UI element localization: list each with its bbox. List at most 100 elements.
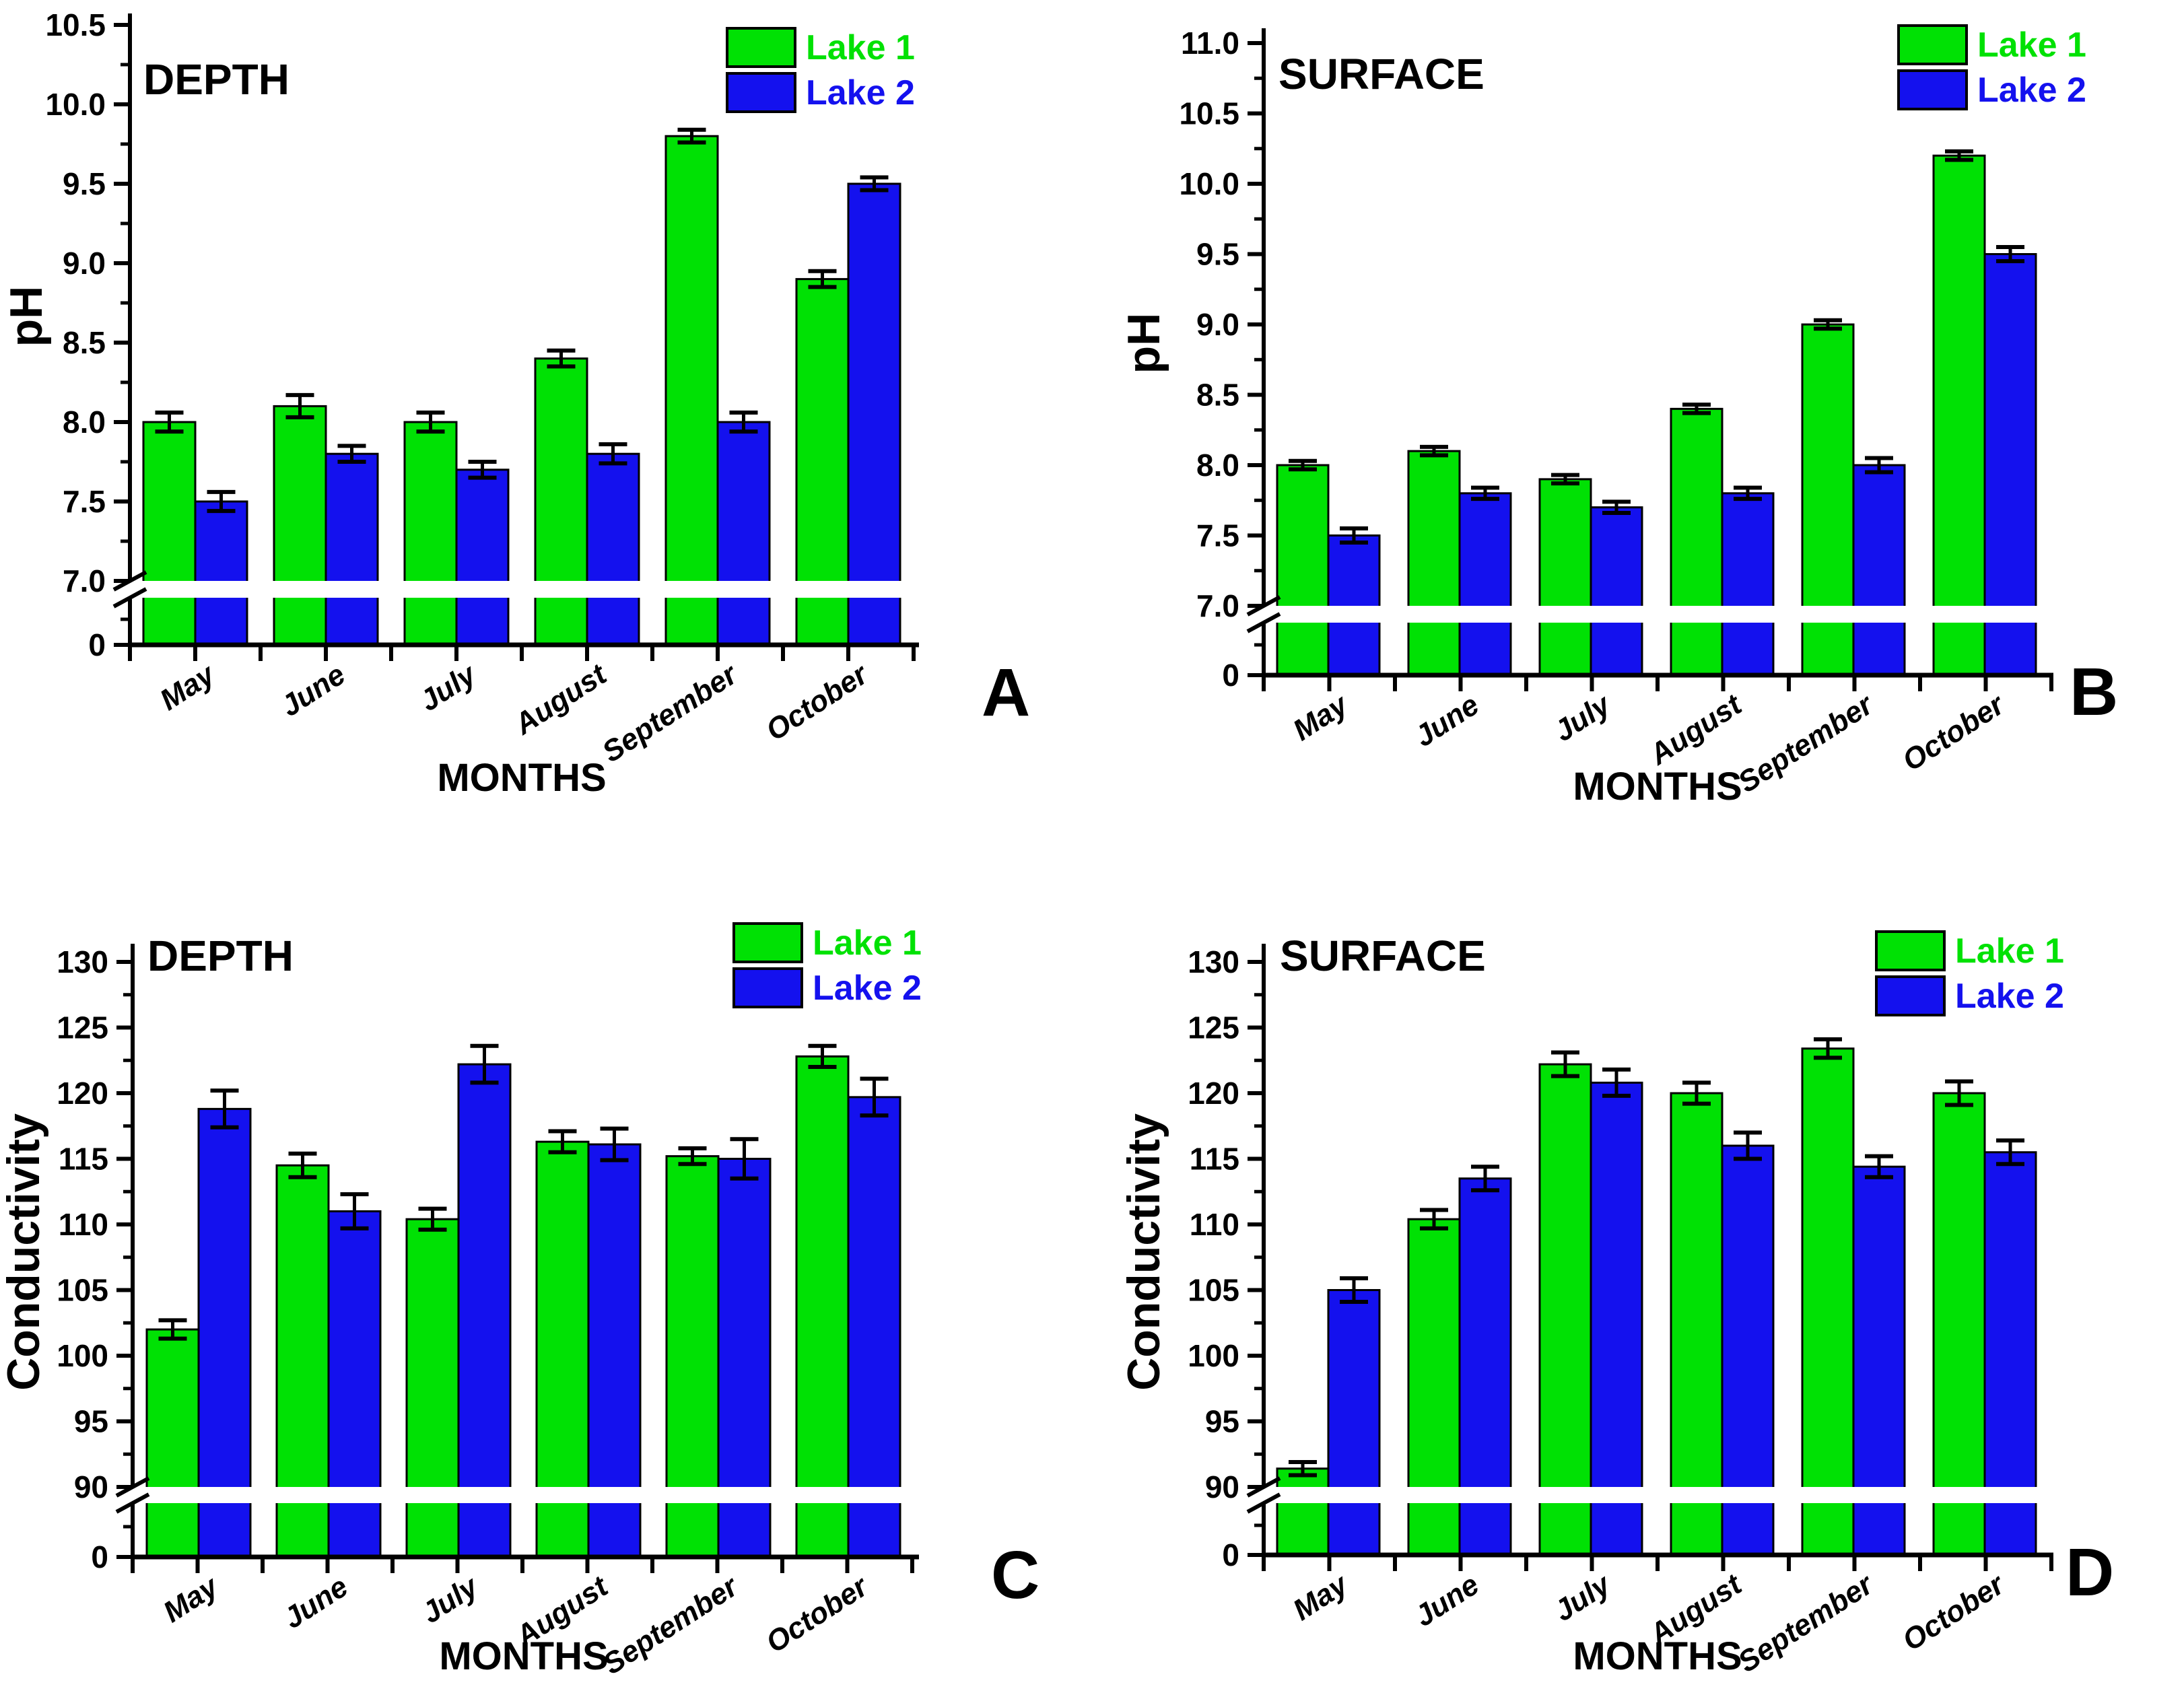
panel-surface-ph: 7.0 7.5 8.0 8.5 9.0 9.5 10.0 10.5 11.0 0 May June Ju… [1092, 0, 2184, 850]
error-bar [1996, 245, 2024, 263]
bar-lake1-august [534, 357, 588, 646]
error-bar [1420, 444, 1448, 458]
y-tick-label: 10.0 [1179, 166, 1239, 201]
x-tick-label-july: July [414, 657, 483, 718]
error-bar [860, 1076, 889, 1118]
error-bar [1551, 473, 1579, 486]
x-tick-label-october: October [1897, 1567, 2012, 1658]
error-bar [158, 1318, 187, 1341]
error-bar [1814, 1037, 1842, 1060]
y-tick-label: 110 [1190, 1207, 1239, 1242]
y-tick-label: 10.5 [45, 7, 106, 42]
x-tick-label-july: July [416, 1569, 485, 1630]
error-bar [547, 348, 576, 369]
legend: Lake 1 Lake 2 [1875, 930, 2064, 1016]
bar-lake2-may [194, 500, 248, 646]
y-tick-label: 11.0 [1181, 26, 1239, 61]
y-tick-label: 130 [57, 944, 108, 979]
axis-break-slash [1246, 1492, 1281, 1514]
bar-lake1-september [664, 135, 719, 646]
x-tick-label-september: September [597, 1569, 745, 1681]
panel-letter: C [991, 1537, 1039, 1613]
y-tick-label: 9.0 [63, 246, 106, 281]
error-bar [677, 127, 706, 145]
y-tick-label: 8.0 [1196, 448, 1239, 483]
bar-lake1-july [405, 1218, 460, 1558]
bar-lake2-july [455, 469, 510, 646]
y-zero-label: 0 [1222, 658, 1239, 693]
y-axis-label: Conductivity [0, 1113, 49, 1391]
x-tick-label-october: October [760, 657, 875, 748]
panel-title: DEPTH [147, 932, 294, 980]
bar-lake1-july [1538, 1063, 1592, 1556]
bar-lake1-june [1407, 1218, 1461, 1556]
error-bar [1551, 1050, 1579, 1078]
bar-lake1-july [1538, 478, 1592, 677]
bar-lake2-october [847, 182, 901, 646]
bar-lake1-august [1670, 1092, 1724, 1556]
x-tick-label-june: June [278, 1570, 354, 1635]
panel-letter: D [2066, 1535, 2114, 1610]
bar-lake2-july [1590, 1081, 1643, 1556]
y-axis-label: pH [1, 286, 52, 347]
panel-title: SURFACE [1280, 932, 1486, 980]
error-bar [1471, 485, 1499, 501]
x-tick-label-may: May [1287, 1567, 1355, 1627]
bar-lake2-august [1721, 1144, 1775, 1556]
error-bar [1996, 1138, 2024, 1167]
chart-panel-a: 7.0 7.5 8.0 8.5 9.0 9.5 10.0 10.5 0 May June July Au… [1, 7, 1030, 800]
bar-lake2-july [457, 1063, 512, 1558]
legend-swatch-lake2 [1897, 69, 1968, 110]
x-tick-label-july: July [1548, 687, 1618, 748]
error-bar [1734, 485, 1762, 501]
y-tick-label: 90 [1205, 1469, 1239, 1504]
y-tick-label: 125 [57, 1010, 108, 1045]
x-tick-label-may: May [154, 657, 222, 717]
bar-lake2-may [1327, 1289, 1381, 1556]
error-bar [285, 392, 314, 419]
bar-lake1-july [403, 421, 458, 646]
error-bar [337, 444, 366, 464]
bar-lake2-may [1327, 534, 1381, 677]
x-axis-label: MONTHS [1573, 765, 1742, 808]
y-axis-label: pH [1118, 313, 1169, 374]
bar-lake1-october [795, 1055, 850, 1558]
y-tick-label: 95 [74, 1404, 108, 1439]
error-bar [418, 1206, 447, 1232]
error-bar [1734, 1130, 1762, 1161]
error-bar [340, 1192, 369, 1230]
axis-break-band [1245, 606, 2061, 623]
x-axis-label: MONTHS [439, 1634, 608, 1678]
legend: Lake 1 Lake 2 [732, 922, 922, 1008]
y-tick-label: 105 [1188, 1273, 1239, 1308]
bar-lake2-august [586, 452, 640, 646]
panel-depth-conductivity: 90 95 100 105 110 115 120 125 130 0 May June July Aug… [0, 850, 1092, 1699]
y-tick-label: 9.0 [1196, 307, 1239, 342]
error-bar [1865, 1154, 1893, 1179]
legend-label-lake2: Lake 2 [813, 969, 922, 1008]
bar-lake1-august [1670, 407, 1724, 677]
error-bar [808, 269, 837, 289]
legend-label-lake1: Lake 1 [1955, 932, 2064, 971]
y-tick-label: 115 [59, 1142, 108, 1177]
x-tick-label-may: May [1287, 687, 1355, 747]
error-bar [207, 489, 236, 514]
y-tick-label: 7.0 [1196, 588, 1239, 623]
y-tick-label: 8.5 [63, 325, 106, 360]
panel-letter: A [982, 655, 1030, 730]
y-tick-label: 130 [1188, 944, 1239, 979]
x-axis-label: MONTHS [437, 756, 606, 800]
legend: Lake 1 Lake 2 [726, 27, 915, 113]
y-axis-label: Conductivity [1118, 1113, 1169, 1391]
error-bar [1471, 1165, 1499, 1193]
error-bar [1945, 149, 1973, 162]
y-tick-label: 10.5 [1179, 96, 1239, 131]
error-bar [1289, 1459, 1317, 1478]
axis-break-slash [112, 587, 147, 609]
bar-lake2-june [325, 452, 379, 646]
legend-swatch-lake2 [732, 967, 803, 1008]
bar-lake1-may [142, 421, 197, 646]
error-bar [729, 410, 758, 434]
y-zero-label: 0 [88, 627, 106, 662]
chart-panel-b: 7.0 7.5 8.0 8.5 9.0 9.5 10.0 10.5 11.0 0 May June Ju… [1118, 24, 2118, 808]
